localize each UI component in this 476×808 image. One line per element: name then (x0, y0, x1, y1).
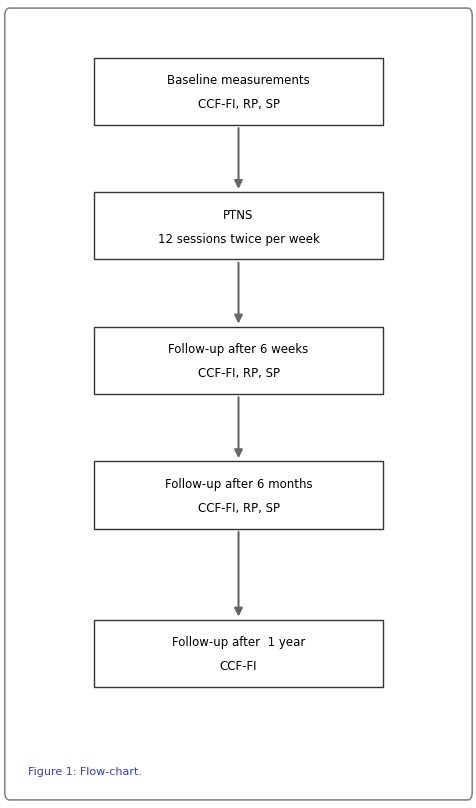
Text: 12 sessions twice per week: 12 sessions twice per week (157, 233, 319, 246)
Text: CCF-FI, RP, SP: CCF-FI, RP, SP (197, 99, 279, 112)
Text: CCF-FI, RP, SP: CCF-FI, RP, SP (197, 502, 279, 515)
Text: CCF-FI, RP, SP: CCF-FI, RP, SP (197, 368, 279, 381)
FancyBboxPatch shape (5, 8, 471, 800)
Text: Baseline measurements: Baseline measurements (167, 74, 309, 87)
FancyBboxPatch shape (93, 326, 383, 394)
FancyBboxPatch shape (93, 192, 383, 259)
Text: Follow-up after  1 year: Follow-up after 1 year (171, 636, 305, 649)
Text: Follow-up after 6 weeks: Follow-up after 6 weeks (168, 343, 308, 356)
FancyBboxPatch shape (93, 57, 383, 125)
Text: Follow-up after 6 months: Follow-up after 6 months (164, 478, 312, 490)
FancyBboxPatch shape (93, 461, 383, 528)
Text: PTNS: PTNS (223, 208, 253, 221)
Text: CCF-FI: CCF-FI (219, 660, 257, 673)
Text: Figure 1: Flow-chart.: Figure 1: Flow-chart. (28, 768, 142, 777)
FancyBboxPatch shape (93, 620, 383, 687)
